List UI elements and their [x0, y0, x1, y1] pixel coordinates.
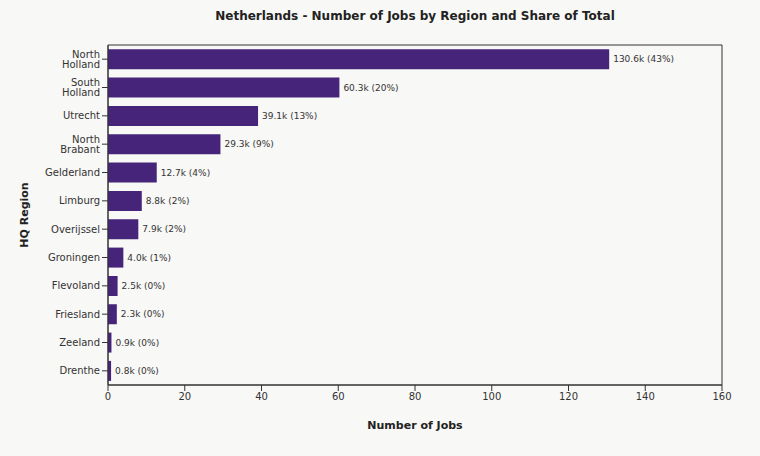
svg-text:Zeeland: Zeeland — [59, 337, 100, 348]
svg-text:8.8k (2%): 8.8k (2%) — [146, 196, 190, 206]
svg-text:160: 160 — [712, 391, 731, 402]
svg-text:140: 140 — [636, 391, 655, 402]
svg-text:20: 20 — [178, 391, 191, 402]
svg-text:40: 40 — [255, 391, 268, 402]
svg-text:Groningen: Groningen — [48, 252, 100, 263]
svg-text:Number of Jobs: Number of Jobs — [367, 419, 463, 432]
svg-text:Friesland: Friesland — [55, 309, 100, 320]
svg-text:120: 120 — [559, 391, 578, 402]
svg-text:Flevoland: Flevoland — [52, 280, 100, 291]
svg-text:SouthHolland: SouthHolland — [62, 77, 100, 98]
svg-text:0.8k (0%): 0.8k (0%) — [115, 366, 159, 376]
svg-text:Drenthe: Drenthe — [60, 365, 101, 376]
svg-text:2.5k (0%): 2.5k (0%) — [122, 281, 166, 291]
svg-text:60.3k (20%): 60.3k (20%) — [343, 83, 398, 93]
svg-text:Utrecht: Utrecht — [63, 110, 100, 121]
svg-text:0.9k (0%): 0.9k (0%) — [115, 338, 159, 348]
svg-text:39.1k (13%): 39.1k (13%) — [262, 111, 317, 121]
svg-text:Limburg: Limburg — [59, 195, 100, 206]
svg-text:100: 100 — [482, 391, 501, 402]
svg-text:NorthBrabant: NorthBrabant — [60, 134, 100, 155]
svg-text:NorthHolland: NorthHolland — [62, 49, 100, 70]
svg-text:29.3k (9%): 29.3k (9%) — [224, 139, 273, 149]
svg-text:2.3k (0%): 2.3k (0%) — [121, 309, 165, 319]
svg-text:Overijssel: Overijssel — [51, 224, 100, 235]
svg-text:12.7k (4%): 12.7k (4%) — [161, 168, 210, 178]
svg-text:Gelderland: Gelderland — [45, 167, 100, 178]
svg-text:60: 60 — [332, 391, 345, 402]
svg-text:0: 0 — [105, 391, 111, 402]
svg-text:4.0k (1%): 4.0k (1%) — [127, 253, 171, 263]
svg-text:HQ Region: HQ Region — [18, 182, 31, 247]
svg-text:80: 80 — [409, 391, 422, 402]
svg-text:130.6k (43%): 130.6k (43%) — [613, 54, 674, 64]
html-text:Netherlands - Number of Jobs b: Netherlands - Number of Jobs by Region a… — [215, 9, 615, 23]
svg-text:7.9k (2%): 7.9k (2%) — [142, 224, 186, 234]
